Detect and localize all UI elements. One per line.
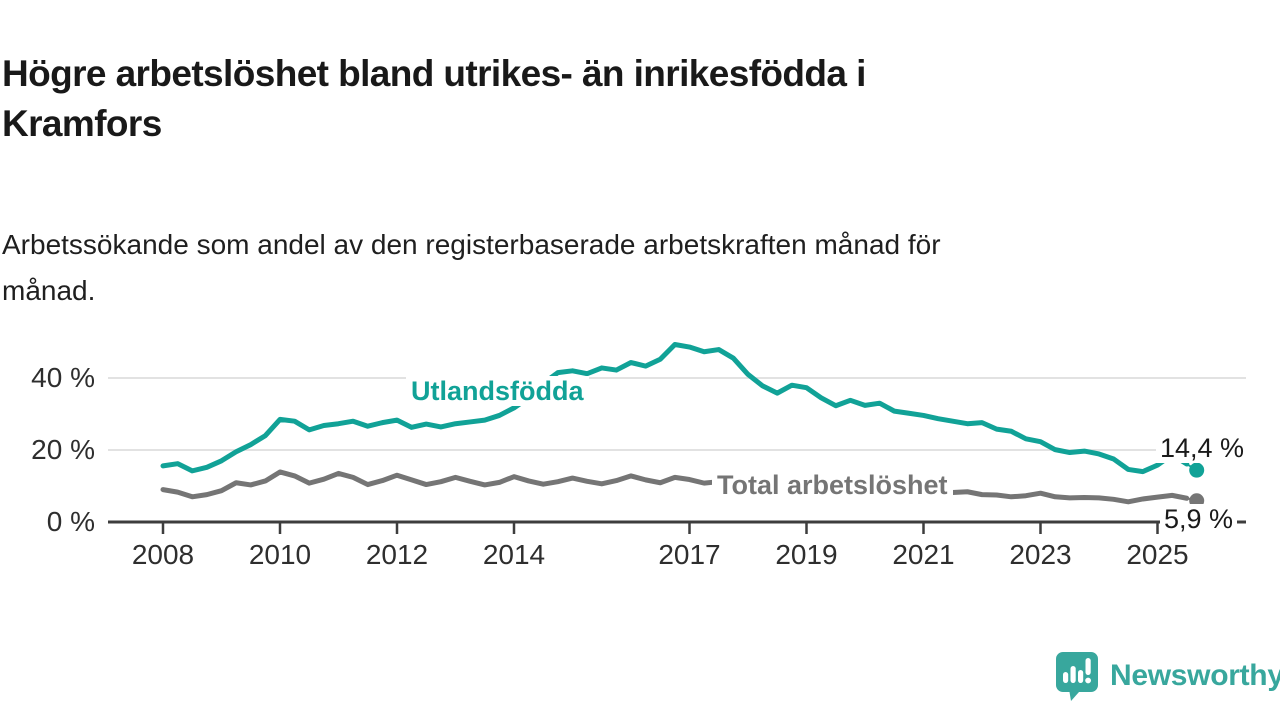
utlandsfodda-series-label: Utlandsfödda — [406, 376, 589, 406]
chart-title: Högre arbetslöshet bland utrikes- än inr… — [2, 49, 1172, 149]
newsworthy-logo: Newsworthy — [1054, 650, 1280, 702]
x-axis-label-2017: 2017 — [658, 539, 721, 570]
newsworthy-logo-icon — [1056, 652, 1098, 701]
utlandsfodda-line — [160, 342, 1190, 475]
x-axis-label-2012: 2012 — [365, 539, 429, 570]
utlandsfodda-end-dot — [1189, 462, 1205, 478]
utlandsfodda-end-value: 14,4 % — [1156, 433, 1249, 463]
total-end-value: 5,9 % — [1160, 504, 1238, 534]
chart-subtitle: Arbetssökande som andel av den registerb… — [2, 222, 1202, 314]
x-axis-label-2023: 2023 — [1009, 539, 1072, 570]
y-axis-label-20: 20 % — [31, 434, 95, 465]
chart-subtitle-line-1: Arbetssökande som andel av den registerb… — [2, 229, 941, 260]
y-axis-label-0: 0 % — [46, 506, 95, 537]
x-axis-label-2021: 2021 — [892, 539, 955, 570]
x-axis-label-2008: 2008 — [131, 539, 195, 570]
chart-title-line-2: Kramfors — [2, 102, 162, 144]
chart-title-line-1: Högre arbetslöshet bland utrikes- än inr… — [2, 52, 866, 94]
x-axis-label-2025: 2025 — [1126, 539, 1189, 570]
total-arbetsloshet-line — [160, 469, 1190, 505]
newsworthy-logo-text: Newsworthy — [1110, 659, 1280, 692]
x-axis-label-2019: 2019 — [775, 539, 838, 570]
x-axis-label-2010: 2010 — [248, 539, 312, 570]
y-axis-label-40: 40 % — [31, 362, 95, 393]
x-axis-label-2014: 2014 — [482, 539, 546, 570]
chart-subtitle-line-2: månad. — [2, 275, 96, 306]
total-arbetsloshet-series-label: Total arbetslöshet — [712, 470, 953, 500]
